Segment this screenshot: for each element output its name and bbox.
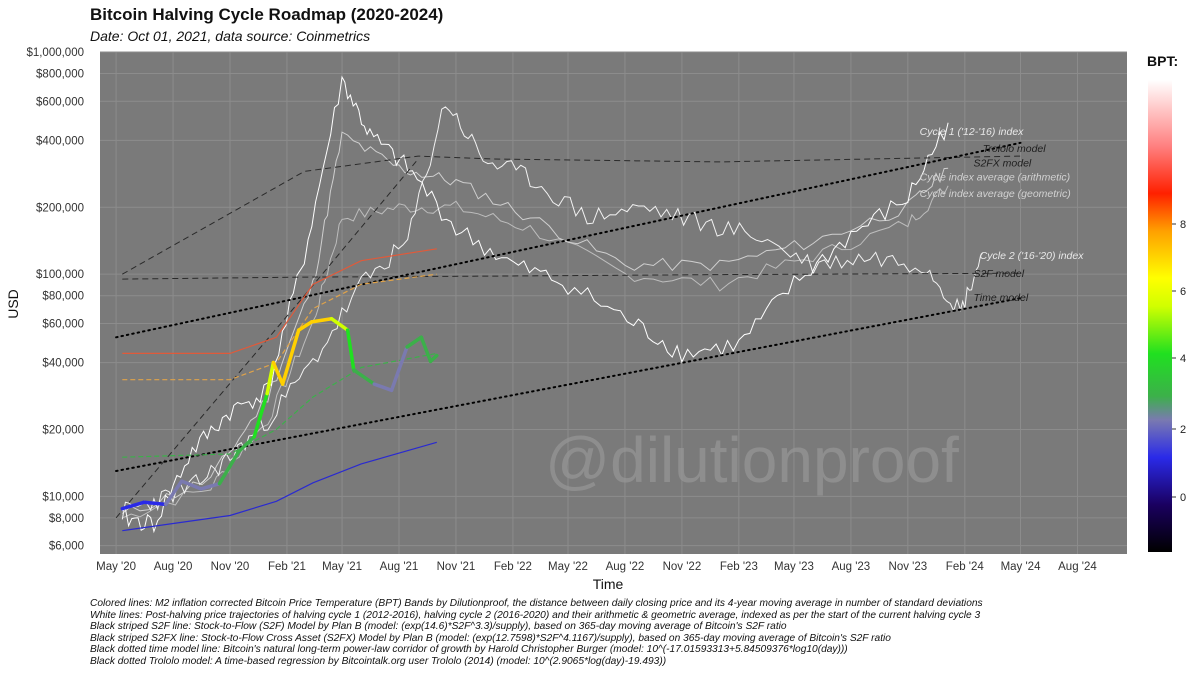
series-annotation: Cycle index average (geometric)	[920, 188, 1071, 200]
x-axis-label: Time	[593, 576, 624, 592]
btc-price-segment	[265, 360, 276, 396]
x-tick-label: May '23	[774, 561, 814, 573]
s2f-model-line	[122, 272, 1021, 280]
y-tick-label: $60,000	[42, 318, 84, 330]
btc-price-segment	[271, 360, 285, 386]
btc-price-segment	[309, 316, 334, 324]
time-model-line	[115, 297, 1022, 472]
x-tick-label: Feb '21	[268, 561, 306, 573]
btc-price-segment	[352, 368, 376, 386]
y-tick-label: $100,000	[36, 269, 84, 281]
trololo-model-line	[115, 141, 1022, 339]
footnote: Black striped S2FX line: Stock-to-Flow C…	[90, 632, 891, 644]
footnote: Black dotted time model line: Bitcoin's …	[90, 644, 848, 656]
x-tick-label: Feb '23	[720, 561, 758, 573]
x-tick-label: Aug '24	[1058, 561, 1097, 573]
cycle-1-index-line	[122, 75, 949, 534]
y-axis-ticks: $6,000 $8,000 $10,000 $20,000 $40,000 $60,000…	[26, 47, 84, 553]
y-tick-label: $200,000	[36, 202, 84, 214]
btc-price-segment	[280, 328, 301, 386]
y-tick-label: $400,000	[36, 135, 84, 147]
legend-colorbar	[1148, 80, 1172, 552]
bpt-band-0-line	[122, 441, 437, 532]
x-tick-label: Aug '21	[380, 561, 419, 573]
cycle-2-index-line	[121, 106, 984, 520]
btc-price-segment	[236, 435, 256, 454]
legend-tick-label: 4	[1180, 353, 1186, 365]
x-tick-label: Nov '20	[211, 561, 250, 573]
series-annotation: S2F model	[973, 268, 1024, 280]
footnote: White lines: Post-halving price trajecto…	[90, 609, 981, 621]
y-tick-label: $600,000	[36, 96, 84, 108]
footnote: Colored lines: M2 inflation corrected Bi…	[90, 598, 983, 609]
legend-tick-label: 6	[1180, 286, 1186, 298]
y-tick-label: $80,000	[42, 291, 84, 303]
x-tick-label: May '24	[1001, 561, 1042, 573]
x-tick-label: May '22	[548, 561, 588, 573]
bpt-band-6-line	[122, 273, 437, 381]
bpt-band-8-line	[122, 248, 437, 354]
series-annotation: Trololo model	[983, 143, 1046, 155]
x-tick-label: Nov '21	[437, 561, 476, 573]
btc-price-segment	[389, 345, 409, 393]
early-model-dashed-line	[115, 158, 419, 519]
y-tick-label: $8,000	[49, 513, 84, 525]
cycle-index-geometric-line	[122, 185, 949, 519]
y-tick-label: $6,000	[49, 541, 84, 553]
legend-tick-label: 0	[1180, 492, 1186, 504]
x-tick-label: Feb '24	[946, 561, 985, 573]
btc-price-segment	[217, 449, 241, 486]
btc-price-segment	[163, 479, 184, 507]
series-annotation: S2FX model	[973, 158, 1031, 170]
y-tick-label: $40,000	[42, 358, 84, 370]
legend-tick-label: 8	[1180, 219, 1186, 231]
btc-price-segment	[179, 479, 203, 491]
x-axis-ticks: May '20 Aug '20 Nov '20 Feb '21 May '21 Aug '…	[96, 561, 1097, 573]
btc-price-segment	[428, 353, 439, 364]
series-annotation: Cycle 1 ('12-'16) index	[920, 126, 1025, 138]
x-tick-label: Aug '22	[606, 561, 645, 573]
btc-price-segment	[329, 316, 350, 332]
btc-price-segment	[120, 500, 146, 511]
series-annotation: Cycle index average (arithmetic)	[920, 172, 1071, 184]
btc-price-segment	[142, 500, 168, 507]
btc-price-segment	[252, 391, 269, 439]
x-tick-label: Nov '23	[889, 561, 928, 573]
bpt-band-2-line	[122, 352, 437, 458]
s2fx-model-line	[122, 155, 1021, 275]
footnote: Black dotted Trololo model: A time-based…	[90, 655, 667, 667]
grid-lines	[100, 51, 1127, 554]
series-annotation: Time model	[973, 292, 1028, 304]
cycle-index-arithmetic-line	[121, 131, 949, 514]
x-tick-label: Nov '22	[663, 561, 702, 573]
watermark: @dilutionproof	[545, 424, 959, 496]
btc-price-segment	[296, 320, 314, 332]
chart-canvas: @dilutionproof Cycle 1 ('12-'16) index Tr…	[5, 47, 1186, 592]
x-tick-label: Aug '23	[832, 561, 871, 573]
btc-price-segment	[419, 335, 433, 364]
chart-subtitle: Date: Oct 01, 2021, data source: Coinmet…	[90, 28, 371, 44]
series-annotation: Cycle 2 ('16-'20) index	[980, 250, 1085, 262]
y-tick-label: $20,000	[42, 424, 84, 436]
btc-price-segment	[405, 335, 424, 349]
bpt-legend: BPT: 8 6 4 2 0	[1147, 53, 1186, 552]
series-layer	[115, 75, 1022, 534]
x-tick-label: Feb '22	[494, 561, 532, 573]
chart-title: Bitcoin Halving Cycle Roadmap (2020-2024…	[90, 5, 444, 24]
x-tick-label: May '20	[96, 561, 136, 573]
legend-tick-label: 2	[1180, 424, 1186, 436]
y-tick-label: $10,000	[42, 491, 84, 503]
btc-price-segment	[345, 328, 356, 372]
footnotes: Colored lines: M2 inflation corrected Bi…	[90, 598, 1170, 668]
legend-title: BPT:	[1147, 53, 1178, 69]
annotations-layer: Cycle 1 ('12-'16) index Trololo model S2FX…	[920, 126, 1085, 304]
btc-price-segment	[372, 382, 394, 393]
footnote: Black striped S2F line: Stock-to-Flow (S…	[90, 621, 787, 633]
y-tick-label: $1,000,000	[26, 47, 84, 59]
y-axis-label: USD	[5, 289, 21, 319]
btc-price-segment	[199, 481, 222, 491]
y-tick-label: $800,000	[36, 69, 84, 81]
x-tick-label: Aug '20	[154, 561, 193, 573]
x-tick-label: May '21	[322, 561, 362, 573]
